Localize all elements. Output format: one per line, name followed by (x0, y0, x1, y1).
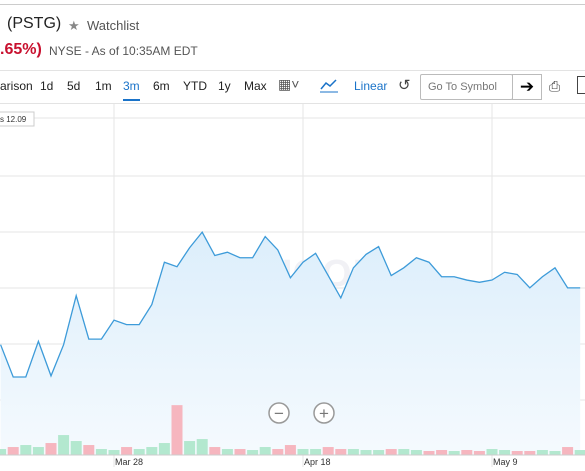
volume-bar (297, 449, 309, 455)
symbol: (PSTG) (7, 15, 62, 32)
fullscreen-icon[interactable] (577, 76, 585, 94)
volume-bar (284, 445, 296, 455)
volume-bar (95, 449, 107, 455)
exchange: NYSE - As of 10:35AM EDT (49, 44, 198, 58)
volume-bar (184, 441, 196, 455)
range-button[interactable]: 5d (67, 79, 81, 93)
volume-bar (158, 443, 170, 455)
volume-bar (234, 449, 246, 455)
volume-bar (436, 450, 448, 455)
zoom-button[interactable] (268, 402, 290, 424)
volume-bar (247, 450, 259, 455)
calendar-icon[interactable]: ▦˅ (278, 76, 300, 92)
volume-bar (562, 447, 574, 455)
placeholder: Go To Symbol (428, 81, 497, 93)
volume-bar (536, 450, 548, 455)
go-button[interactable]: ➔ (512, 74, 542, 100)
volume-bar (385, 449, 397, 455)
zoom-icon: + (319, 404, 329, 423)
symbol-input[interactable]: Go To Symbol (420, 74, 513, 100)
volume-bar (486, 449, 498, 455)
volume-bar (310, 449, 322, 455)
volume-bar (461, 450, 473, 455)
volume-bar (511, 451, 523, 455)
range-button[interactable]: arison (0, 79, 33, 93)
volume-bar (209, 447, 221, 455)
range-button[interactable]: 1d (40, 79, 54, 93)
volume-bar (448, 451, 460, 455)
volume-bar (196, 439, 208, 455)
volume-bar (108, 450, 120, 455)
volume-bar (549, 451, 561, 455)
range-button[interactable]: 3m (123, 79, 140, 101)
volume-bar (335, 449, 347, 455)
volume-bar (7, 447, 19, 455)
price-area (0, 232, 581, 455)
price-line (0, 230, 581, 378)
x-tick-label: May 9 (493, 457, 518, 467)
range-button[interactable]: YTD (183, 79, 207, 93)
chart-type-icon[interactable] (320, 78, 340, 94)
settings-icon[interactable]: ⎙ (549, 78, 561, 94)
volume-bar (83, 445, 95, 455)
undo-icon[interactable]: ↺ (398, 77, 411, 94)
range-button[interactable]: 1m (95, 79, 112, 93)
watchlist[interactable]: Watchlist (87, 18, 140, 33)
volume-bar (499, 450, 511, 455)
volume-bar (121, 447, 133, 455)
volume-bar (133, 449, 145, 455)
volume-bar (171, 405, 183, 455)
change: .65%) (0, 41, 42, 58)
volume-bar (0, 449, 7, 455)
volume-bar (322, 447, 334, 455)
volume-bar (347, 449, 359, 455)
divider (0, 103, 585, 104)
range-button[interactable]: 6m (153, 79, 170, 93)
volume-bar (360, 450, 372, 455)
volume-bar (259, 447, 271, 455)
volume-bar (20, 445, 32, 455)
zoom-icon: − (274, 404, 284, 423)
volume-bar (524, 451, 536, 455)
volume-bar (574, 450, 585, 455)
volume-bar (146, 447, 158, 455)
x-tick-label: Apr 18 (304, 457, 331, 467)
zoom-button[interactable] (313, 402, 335, 424)
top-border (0, 4, 585, 5)
volume-bar (410, 450, 422, 455)
x-tick-label: Mar 28 (115, 457, 143, 467)
marker-label: s 12.09 (0, 115, 27, 124)
range-button[interactable]: Max (244, 79, 267, 93)
divider (0, 70, 585, 71)
volume-bar (373, 450, 385, 455)
volume-bar (473, 451, 485, 455)
marker-label-box (0, 111, 35, 127)
range-button[interactable]: 1y (218, 79, 231, 93)
volume-bar (272, 449, 284, 455)
volume-bar (221, 449, 233, 455)
volume-bar (45, 443, 57, 455)
volume-bar (70, 441, 82, 455)
volume-bar (32, 447, 44, 455)
volume-bar (423, 451, 435, 455)
volume-bar (58, 435, 70, 455)
watchlist-star[interactable]: ★ (68, 18, 80, 33)
volume-bar (398, 449, 410, 455)
scale-toggle[interactable]: Linear (354, 79, 388, 93)
